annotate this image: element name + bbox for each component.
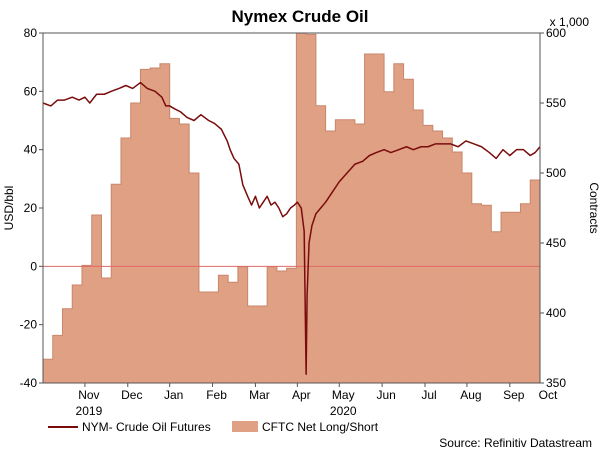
bar-24	[276, 271, 287, 383]
left-tick-label-5: 60	[24, 84, 38, 98]
bar-37	[403, 79, 414, 383]
bar-46	[491, 231, 502, 383]
bar-23	[267, 266, 278, 383]
bar-14	[179, 124, 190, 383]
bar-7	[111, 184, 122, 383]
bar-18	[218, 275, 229, 383]
left-axis-label: USD/bbl	[2, 186, 16, 231]
bar-6	[101, 278, 112, 383]
bar-17	[208, 292, 219, 383]
bar-27	[306, 34, 317, 384]
line-group	[42, 81, 541, 375]
bar-47	[501, 212, 512, 383]
right-tick-label-4: 550	[546, 96, 566, 110]
bar-44	[471, 203, 482, 383]
x-tick-label-2: Jan	[164, 388, 183, 402]
bar-0	[43, 359, 54, 383]
bar-35	[384, 91, 395, 384]
left-tick-label-1: -20	[20, 318, 38, 332]
bar-5	[91, 215, 102, 383]
right-axis-multiplier: x 1,000	[550, 15, 590, 29]
right-tick-label-3: 500	[546, 166, 566, 180]
bar-48	[510, 212, 521, 383]
bar-20	[237, 266, 248, 383]
x-year-label-0: 2019	[76, 404, 103, 418]
left-tick-label-3: 20	[24, 201, 38, 215]
x-year-label-1: 2020	[330, 404, 357, 418]
bar-45	[481, 205, 492, 383]
bar-28	[315, 105, 326, 384]
x-tick-label-0: Nov	[78, 388, 99, 402]
bar-30	[335, 119, 346, 384]
bar-22	[257, 306, 268, 383]
legend-line-label: NYM- Crude Oil Futures	[82, 420, 211, 434]
bar-outline	[42, 32, 540, 383]
bar-43	[462, 173, 473, 383]
x-tick-label-7: Jun	[376, 388, 395, 402]
bar-32	[354, 124, 365, 383]
right-axis-label: Contracts	[587, 182, 600, 233]
x-tick-label-10: Sep	[503, 388, 525, 402]
left-tick-label-4: 40	[24, 143, 38, 157]
right-tick-label-0: 350	[546, 376, 566, 390]
axes-group: -40 -20 0 20 40 60 80 350 400 450 500 550 600 Nov Dec J…	[20, 26, 567, 418]
bar-12	[159, 63, 170, 384]
legend-bar-swatch	[232, 421, 258, 432]
bar-13	[169, 118, 180, 384]
bar-36	[393, 63, 404, 384]
bar-33	[364, 54, 375, 383]
x-tick-label-9: Aug	[460, 388, 481, 402]
left-tick-label-2: 0	[30, 259, 37, 273]
bar-10	[140, 69, 151, 384]
x-tick-label-8: Jul	[421, 388, 436, 402]
line-crude-oil	[42, 81, 541, 375]
bar-11	[150, 68, 161, 383]
bar-50	[530, 180, 541, 383]
bar-41	[442, 138, 453, 383]
legend: NYM- Crude Oil Futures CFTC Net Long/Shor…	[48, 420, 379, 434]
bar-49	[520, 203, 531, 383]
bar-8	[120, 138, 132, 383]
right-tick-label-1: 400	[546, 306, 566, 320]
bar-4	[81, 265, 93, 383]
bar-39	[423, 125, 434, 384]
x-tick-label-5: Apr	[292, 388, 311, 402]
x-tick-label-6: May	[332, 388, 355, 402]
bar-31	[345, 119, 356, 384]
left-tick-label-6: 80	[24, 26, 38, 40]
bar-19	[228, 282, 239, 383]
bar-16	[198, 292, 209, 383]
x-tick-label-4: Mar	[249, 388, 270, 402]
right-tick-label-5: 600	[546, 26, 566, 40]
bar-34	[374, 54, 385, 383]
x-tick-label-3: Feb	[206, 388, 227, 402]
bar-1	[52, 335, 63, 383]
x-tick-label-11: Oct	[539, 388, 558, 402]
bars-group	[42, 32, 541, 384]
source-note: Source: Refinitiv Datastream	[439, 436, 592, 450]
bar-21	[247, 306, 258, 383]
x-tick-label-1: Dec	[121, 388, 142, 402]
bar-29	[325, 131, 336, 383]
bar-38	[413, 110, 424, 383]
bar-2	[62, 308, 73, 383]
chart-title: Nymex Crude Oil	[232, 7, 369, 26]
bar-25	[286, 268, 297, 383]
bar-9	[130, 103, 141, 383]
right-tick-label-2: 450	[546, 236, 566, 250]
bar-15	[189, 173, 200, 383]
bar-40	[432, 131, 443, 383]
bar-42	[452, 152, 463, 383]
bar-3	[72, 285, 83, 383]
left-tick-label-0: -40	[20, 376, 38, 390]
legend-bar-label: CFTC Net Long/Short	[262, 420, 379, 434]
